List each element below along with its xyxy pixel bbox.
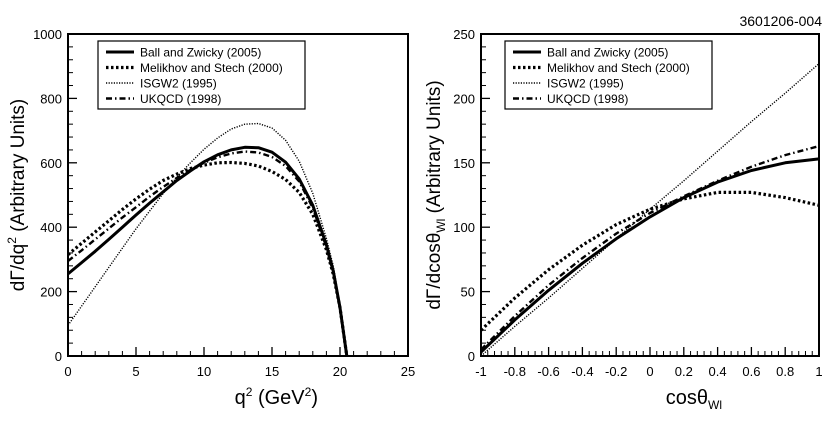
right-legend-label: Ball and Zwicky (2005) [547,46,668,60]
right-y-tick-label: 100 [453,220,475,235]
right-legend-label: ISGW2 (1995) [547,77,624,91]
left-plot-frame [67,33,409,357]
right-x-tick-label: -0.2 [605,364,627,379]
right-axis-ticks: -1 -0.8 -0.6 -0.4 -0.2 0 0.2 0.4 0.6 0.8 1 0 50 100 15… [453,27,822,379]
left-chart: 0 5 10 15 20 25 0 200 400 600 800 1000 Ball and Zwi… [5,27,415,409]
right-series-line-1 [479,157,820,354]
left-x-tick-label: 5 [132,364,139,379]
left-legend-label: UKQCD (1998) [140,92,221,106]
left-y-tick-label: 200 [40,285,62,300]
right-x-tick-label: 0 [646,364,653,379]
left-x-tick-label: 10 [197,364,211,379]
right-x-tick-label: 0.2 [675,364,693,379]
right-x-tick-label: 0.8 [776,364,794,379]
left-series-line-3 [67,122,348,357]
right-series-group [479,63,820,357]
left-legend-label: Melikhov and Stech (2000) [140,61,283,75]
left-y-tick-label: 0 [55,349,62,364]
right-legend-label: UKQCD (1998) [547,92,628,106]
left-series-line-1 [67,145,349,357]
right-series-line-2 [479,190,820,332]
right-x-tick-label: -0.4 [571,364,593,379]
right-x-tick-label: 0.4 [709,364,727,379]
right-series-line-3 [480,63,820,357]
right-x-tick-label: -0.6 [537,364,559,379]
right-x-tick-label: -1 [475,364,487,379]
right-x-tick-label: -0.8 [504,364,526,379]
left-y-tick-label: 600 [40,156,62,171]
left-x-tick-label: 20 [333,364,347,379]
left-x-tick-label: 25 [401,364,415,379]
right-x-axis-label: cosθWl [666,387,722,412]
right-y-tick-label: 50 [461,285,475,300]
right-y-tick-label: 0 [468,349,475,364]
left-y-axis-label: dΓ/dq2 (Arbitrary Units) [5,99,29,291]
right-series-line-4 [480,144,820,351]
left-x-tick-label: 15 [265,364,279,379]
left-x-tick-label: 0 [64,364,71,379]
left-series-group [66,122,349,357]
left-x-axis-label: q2 (GeV2) [235,385,318,409]
right-legend-label: Melikhov and Stech (2000) [547,61,690,75]
right-x-tick-label: 1 [815,364,822,379]
left-legend-label: Ball and Zwicky (2005) [140,46,261,60]
right-x-tick-label: 0.6 [742,364,760,379]
left-y-tick-label: 400 [40,220,62,235]
right-y-tick-label: 150 [453,156,475,171]
left-legend-label: ISGW2 (1995) [140,77,217,91]
figure-id-label: 3601206-004 [739,13,822,29]
left-axis-ticks: 0 5 10 15 20 25 0 200 400 600 800 1000 [33,27,415,379]
left-y-tick-label: 800 [40,91,62,106]
left-legend: Ball and Zwicky (2005)Melikhov and Stech… [97,40,306,110]
right-chart: -1 -0.8 -0.6 -0.4 -0.2 0 0.2 0.4 0.6 0.8 1 0 50 100 15… [424,27,823,412]
left-series-line-4 [67,150,348,357]
right-y-axis-label: dΓ/dcosθWl (Arbitrary Units) [424,80,448,309]
left-legend-box [97,40,306,110]
right-y-tick-label: 200 [453,91,475,106]
right-y-tick-label: 250 [453,27,475,42]
right-legend: Ball and Zwicky (2005)Melikhov and Stech… [504,40,713,110]
left-y-tick-label: 1000 [33,27,62,42]
